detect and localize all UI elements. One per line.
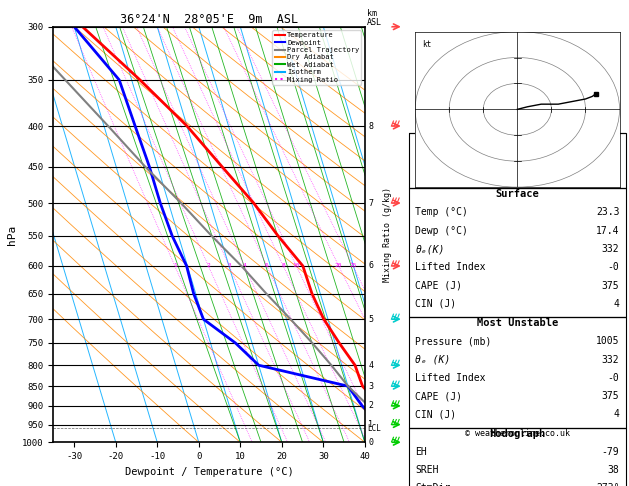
Text: 4: 4 (613, 299, 620, 309)
Text: CIN (J): CIN (J) (415, 409, 457, 419)
Text: 6: 6 (265, 263, 269, 268)
Text: 273°: 273° (596, 484, 620, 486)
Text: kt: kt (422, 40, 431, 49)
Text: 375: 375 (602, 391, 620, 401)
Text: 17.4: 17.4 (596, 226, 620, 236)
Text: Surface: Surface (496, 189, 539, 199)
Title: 36°24'N  28°05'E  9m  ASL: 36°24'N 28°05'E 9m ASL (120, 13, 298, 26)
Text: 1: 1 (368, 420, 373, 429)
Text: 4: 4 (368, 361, 373, 370)
Text: 2.37: 2.37 (596, 170, 620, 180)
Text: km: km (367, 9, 377, 18)
Text: Most Unstable: Most Unstable (477, 318, 558, 328)
Text: -79: -79 (602, 447, 620, 457)
Text: 2: 2 (368, 401, 373, 410)
Text: CAPE (J): CAPE (J) (415, 280, 462, 291)
Legend: Temperature, Dewpoint, Parcel Trajectory, Dry Adiabat, Wet Adiabat, Isotherm, Mi: Temperature, Dewpoint, Parcel Trajectory… (272, 30, 361, 85)
Text: Dewp (°C): Dewp (°C) (415, 226, 468, 236)
Text: 1: 1 (173, 263, 177, 268)
Text: 4: 4 (613, 409, 620, 419)
X-axis label: Dewpoint / Temperature (°C): Dewpoint / Temperature (°C) (125, 467, 294, 477)
Text: 7: 7 (368, 199, 373, 208)
Text: 3: 3 (368, 382, 373, 391)
Text: 375: 375 (602, 280, 620, 291)
Text: 25: 25 (349, 263, 357, 268)
Text: Pressure (mb): Pressure (mb) (415, 336, 492, 347)
Text: 23.3: 23.3 (596, 208, 620, 218)
Text: Totals Totals: Totals Totals (415, 152, 492, 162)
Text: StmDir: StmDir (415, 484, 450, 486)
Text: θₑ(K): θₑ(K) (415, 244, 445, 254)
Text: 38: 38 (608, 465, 620, 475)
Text: 25: 25 (608, 134, 620, 143)
Text: 8: 8 (281, 263, 285, 268)
Text: 5: 5 (368, 314, 373, 324)
Text: 3: 3 (227, 263, 231, 268)
Bar (409, 428, 626, 486)
Text: K: K (415, 134, 421, 143)
Text: -0: -0 (608, 262, 620, 272)
Text: Mixing Ratio (g/kg): Mixing Ratio (g/kg) (383, 187, 392, 282)
Text: PW (cm): PW (cm) (415, 170, 457, 180)
Bar (409, 189, 626, 317)
Text: 6: 6 (368, 261, 373, 270)
Text: 4: 4 (243, 263, 247, 268)
Text: CIN (J): CIN (J) (415, 299, 457, 309)
Bar (409, 317, 626, 428)
Text: 1005: 1005 (596, 336, 620, 347)
Text: θₑ (K): θₑ (K) (415, 355, 450, 364)
Text: -0: -0 (608, 373, 620, 383)
Text: SREH: SREH (415, 465, 439, 475)
Text: Lifted Index: Lifted Index (415, 262, 486, 272)
Text: 40: 40 (608, 152, 620, 162)
Text: 30.09.2024  18GMT  (Base: 12): 30.09.2024 18GMT (Base: 12) (420, 37, 615, 47)
Text: EH: EH (415, 447, 427, 457)
Text: 332: 332 (602, 244, 620, 254)
Text: 8: 8 (368, 122, 373, 131)
Text: CAPE (J): CAPE (J) (415, 391, 462, 401)
Text: 332: 332 (602, 355, 620, 364)
Text: Lifted Index: Lifted Index (415, 373, 486, 383)
Text: 0: 0 (368, 438, 373, 447)
Bar (409, 133, 626, 189)
Text: LCL: LCL (367, 424, 381, 433)
Text: ASL: ASL (367, 17, 382, 27)
Text: 20: 20 (335, 263, 342, 268)
Text: © weatheronline.co.uk: © weatheronline.co.uk (465, 429, 570, 438)
Text: 2: 2 (206, 263, 210, 268)
Text: 10: 10 (292, 263, 300, 268)
Text: Temp (°C): Temp (°C) (415, 208, 468, 218)
Y-axis label: hPa: hPa (7, 225, 17, 244)
Text: Hodograph: Hodograph (489, 429, 545, 438)
